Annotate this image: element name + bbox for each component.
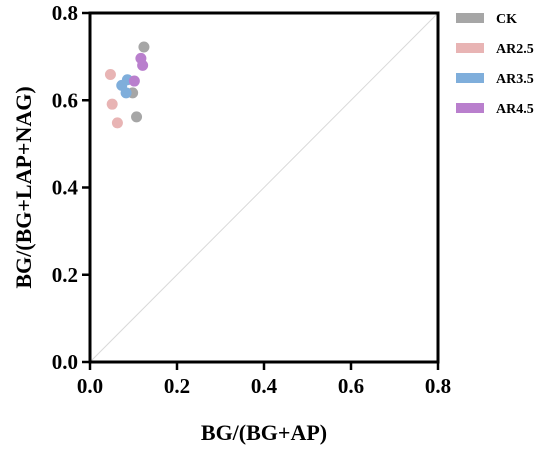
legend-swatch (456, 73, 484, 83)
legend-label: CK (496, 12, 517, 27)
data-point-ar3-5 (120, 87, 132, 99)
data-points (104, 41, 150, 129)
x-tick-label: 0.8 (425, 374, 451, 398)
data-point-ar2-5 (111, 117, 123, 129)
legend: CK AR2.5 AR3.5 AR4.5 (456, 12, 534, 117)
data-point-ar2-5 (104, 69, 116, 81)
y-tick-label: 0.6 (52, 88, 78, 112)
y-tick-label: 0.2 (52, 263, 78, 287)
reference-line (89, 12, 439, 363)
legend-label: AR3.5 (496, 72, 534, 87)
reference-line-layer (89, 12, 439, 363)
legend-swatch (456, 43, 484, 53)
legend-label: AR4.5 (496, 102, 534, 117)
legend-swatch (456, 103, 484, 113)
x-tick-label: 0.2 (164, 374, 190, 398)
y-axis-label: BG/(BG+LAP+NAG) (11, 86, 36, 288)
x-tick-label: 0.6 (338, 374, 364, 398)
data-point-ck (138, 41, 150, 53)
x-tick-label: 0.0 (77, 374, 103, 398)
y-tick-label: 0.0 (52, 350, 78, 374)
data-point-ar2-5 (106, 98, 118, 110)
ticks: 0.0 0.2 0.4 0.6 0.8 0.0 0.2 0.4 0.6 0.8 (52, 1, 451, 398)
legend-swatch (456, 13, 484, 23)
legend-label: AR2.5 (496, 42, 534, 57)
x-axis-label: BG/(BG+AP) (201, 420, 327, 445)
y-tick-label: 0.4 (52, 176, 79, 200)
data-point-ar4-5 (128, 75, 140, 87)
x-tick-label: 0.4 (251, 374, 278, 398)
data-point-ar4-5 (137, 59, 149, 71)
data-point-ck (131, 111, 143, 123)
y-tick-label: 0.8 (52, 1, 78, 25)
